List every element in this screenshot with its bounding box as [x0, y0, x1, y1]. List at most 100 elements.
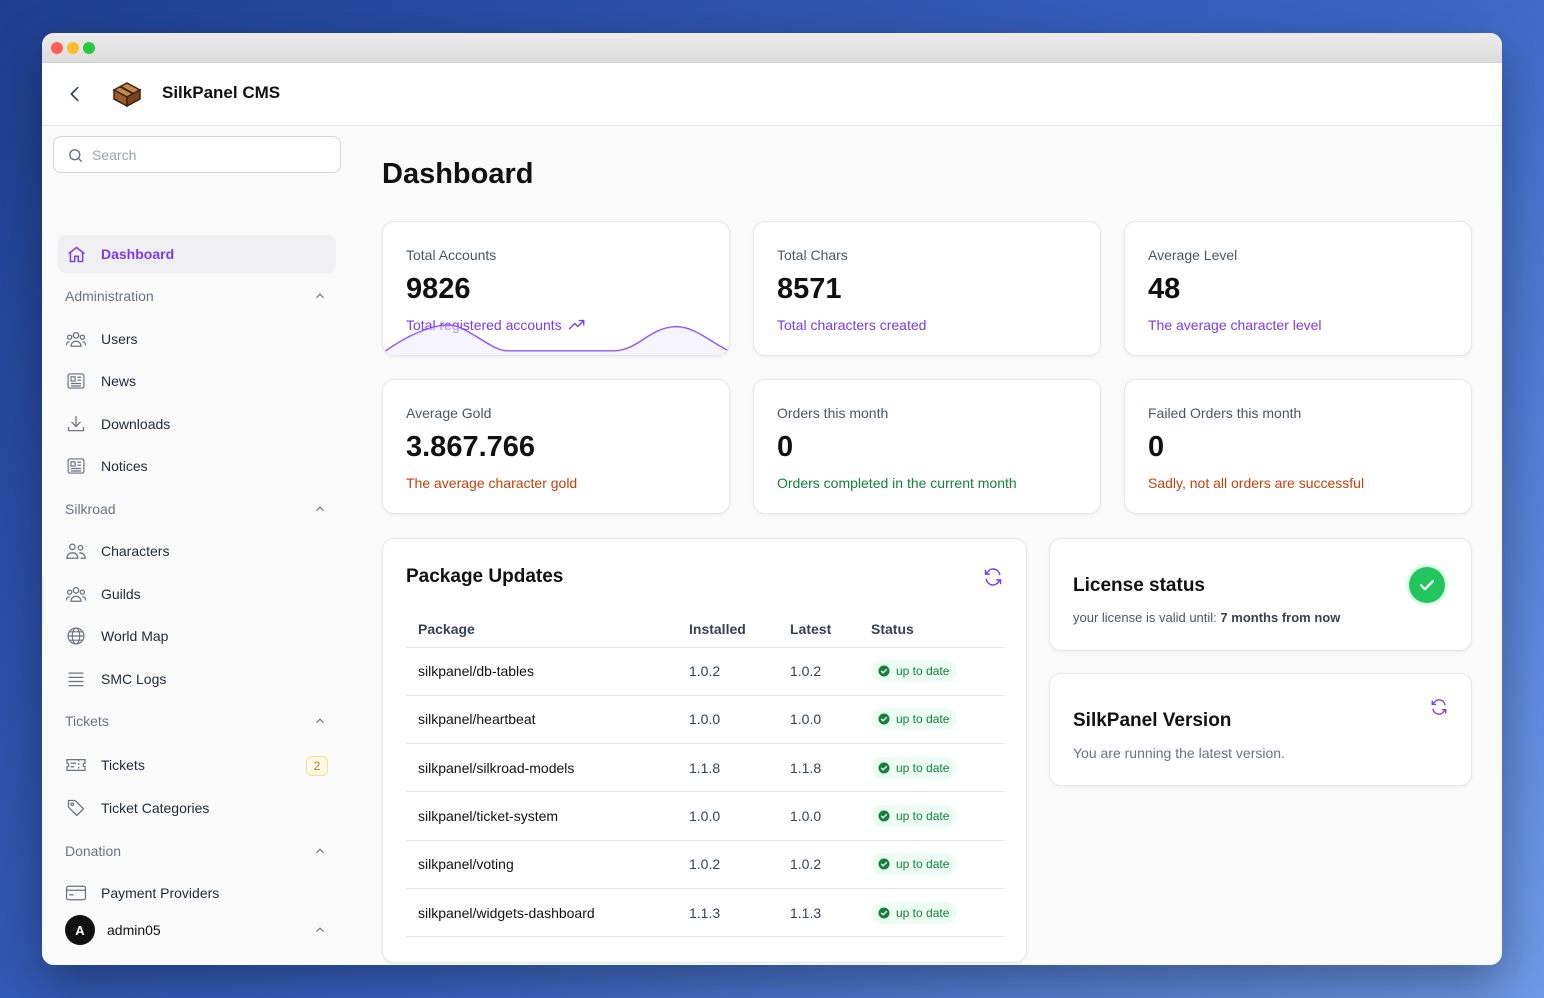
package-name: silkpanel/ticket-system: [406, 791, 677, 841]
stat-description: Total characters created: [777, 317, 927, 333]
avatar: A: [65, 915, 95, 945]
sidebar-item-label: SMC Logs: [101, 671, 167, 687]
stat-value: 3.867.766: [406, 431, 536, 463]
chevron-left-icon[interactable]: [64, 83, 86, 105]
latest-version: 1.0.0: [778, 791, 859, 841]
chevron-up-icon: [316, 506, 324, 512]
group-tickets[interactable]: Tickets: [65, 710, 327, 732]
license-valid-until: 7 months from now: [1220, 610, 1341, 625]
user-menu[interactable]: A admin05: [65, 915, 327, 945]
chevron-up-icon: [316, 293, 324, 299]
newspaper-icon: [65, 370, 87, 392]
status-text: up to date: [896, 809, 950, 824]
version-description: You are running the latest version.: [1073, 745, 1285, 761]
stat-card-failed-orders: Failed Orders this month 0 Sadly, not al…: [1124, 379, 1472, 514]
stat-value: 0: [1148, 431, 1165, 463]
stat-label: Orders this month: [777, 405, 889, 421]
status-cell: up to date: [859, 743, 1004, 793]
stat-description: Sadly, not all orders are successful: [1148, 475, 1365, 491]
sidebar-item-label: World Map: [101, 628, 169, 644]
stat-card-total-accounts: Total Accounts 9826 Total registered acc…: [382, 221, 730, 356]
globe-icon: [65, 625, 87, 647]
search-input[interactable]: [92, 145, 327, 165]
users-icon: [65, 328, 87, 350]
status-cell: up to date: [859, 791, 1004, 841]
installed-version: 1.1.3: [677, 888, 778, 938]
sidebar-item-notices[interactable]: Notices: [58, 447, 336, 485]
column-header-latest: Latest: [778, 611, 859, 648]
package-table: Package Installed Latest Status silkpane…: [406, 611, 1004, 938]
sidebar-item-smc-logs[interactable]: SMC Logs: [58, 660, 336, 698]
table-row: silkpanel/ticket-system 1.0.0 1.0.0 up t…: [406, 791, 1004, 841]
sidebar-item-label: Notices: [101, 458, 148, 474]
latest-version: 1.0.2: [778, 840, 859, 889]
installed-version: 1.1.8: [677, 743, 778, 793]
column-header-installed: Installed: [677, 611, 778, 648]
status-text: up to date: [896, 712, 950, 727]
stat-value: 48: [1148, 273, 1181, 305]
app-title: SilkPanel CMS: [162, 83, 281, 102]
status-cell: up to date: [859, 647, 1004, 696]
column-header-package: Package: [406, 611, 677, 648]
stat-description: The average character gold: [406, 475, 578, 491]
sidebar-item-label: Downloads: [101, 416, 171, 432]
sidebar-item-ticket-categories[interactable]: Ticket Categories: [58, 789, 336, 827]
stat-label: Average Gold: [406, 405, 492, 421]
group-donation[interactable]: Donation: [65, 840, 327, 862]
group-label: Donation: [65, 843, 122, 859]
sidebar-item-guilds[interactable]: Guilds: [58, 575, 336, 613]
package-name: silkpanel/silkroad-models: [406, 743, 677, 793]
status-badge: up to date: [871, 901, 958, 924]
search-box[interactable]: [53, 136, 341, 173]
chevron-up-icon: [316, 848, 324, 854]
sidebar-item-label: News: [101, 373, 137, 389]
stat-card-total-chars: Total Chars 8571 Total characters create…: [753, 221, 1101, 356]
stat-description: Orders completed in the current month: [777, 475, 1017, 491]
refresh-icon[interactable]: [983, 567, 1003, 587]
latest-version: 1.0.2: [778, 647, 859, 696]
license-title: License status: [1073, 575, 1205, 596]
group-administration[interactable]: Administration: [65, 285, 327, 307]
users-icon: [65, 583, 87, 605]
sidebar-item-users[interactable]: Users: [58, 320, 336, 358]
stat-card-average-level: Average Level 48 The average character l…: [1124, 221, 1472, 356]
stat-value: 0: [777, 431, 794, 463]
check-circle-icon: [878, 810, 890, 822]
top-bar: SilkPanel CMS: [42, 63, 1502, 126]
installed-version: 1.0.0: [677, 791, 778, 841]
license-status-card: License status your license is valid unt…: [1049, 538, 1472, 651]
table-row: silkpanel/widgets-dashboard 1.1.3 1.1.3 …: [406, 888, 1004, 938]
column-header-status: Status: [859, 611, 1004, 648]
sidebar-item-downloads[interactable]: Downloads: [58, 405, 336, 443]
sidebar-item-characters[interactable]: Characters: [58, 532, 336, 570]
sidebar-item-news[interactable]: News: [58, 362, 336, 400]
status-badge: up to date: [871, 853, 958, 876]
check-circle-icon: [878, 858, 890, 870]
refresh-icon[interactable]: [1430, 698, 1448, 716]
chevron-up-icon: [316, 927, 324, 933]
main-content: Dashboard Total Accounts 9826 Total regi…: [352, 126, 1502, 965]
credit-card-icon: [65, 882, 87, 904]
sidebar-item-payment-providers[interactable]: Payment Providers: [58, 874, 336, 912]
package-updates-title: Package Updates: [406, 566, 564, 587]
close-window-button[interactable]: [51, 42, 63, 54]
sidebar-item-world-map[interactable]: World Map: [58, 617, 336, 655]
package-name: silkpanel/heartbeat: [406, 695, 677, 745]
sidebar-item-dashboard[interactable]: Dashboard: [58, 235, 336, 273]
status-badge: up to date: [871, 660, 958, 683]
sidebar-item-label: Users: [101, 331, 138, 347]
stat-description: The average character level: [1148, 317, 1322, 333]
stat-label: Total Chars: [777, 247, 848, 263]
tag-icon: [65, 797, 87, 819]
table-row: silkpanel/heartbeat 1.0.0 1.0.0 up to da…: [406, 695, 1004, 745]
home-icon: [65, 243, 87, 265]
table-row: silkpanel/db-tables 1.0.2 1.0.2 up to da…: [406, 647, 1004, 696]
sidebar-item-tickets[interactable]: Tickets 2: [58, 746, 336, 784]
minimize-window-button[interactable]: [67, 42, 79, 54]
maximize-window-button[interactable]: [83, 42, 95, 54]
window-titlebar: [42, 33, 1502, 63]
group-silkroad[interactable]: Silkroad: [65, 498, 327, 520]
chevron-up-icon: [316, 718, 324, 724]
user-name: admin05: [107, 922, 161, 938]
app-window: SilkPanel CMS Dashboard Administration U…: [42, 33, 1502, 965]
